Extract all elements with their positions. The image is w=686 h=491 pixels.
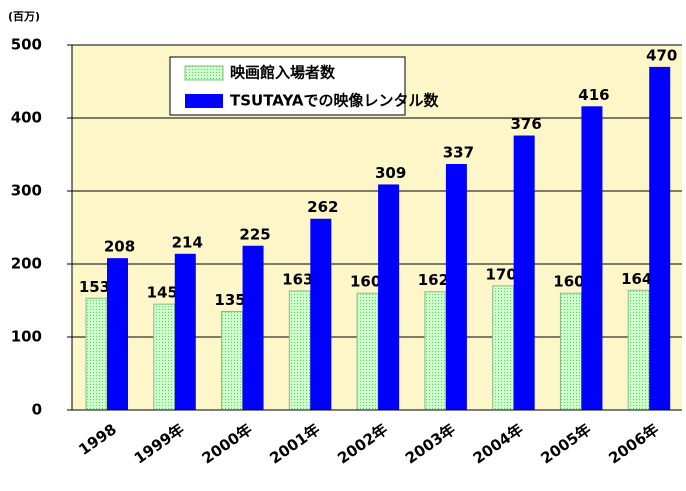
bar xyxy=(310,218,332,410)
data-label: 160 xyxy=(350,273,381,291)
y-tick-label: 0 xyxy=(32,401,42,419)
data-label: 376 xyxy=(511,115,542,133)
data-label: 337 xyxy=(443,143,474,161)
data-label: 145 xyxy=(147,284,178,302)
bar xyxy=(627,289,650,411)
data-label: 208 xyxy=(104,238,135,256)
bar xyxy=(378,184,400,410)
data-label: 470 xyxy=(646,46,677,64)
bar xyxy=(85,297,108,411)
data-label: 160 xyxy=(553,273,584,291)
y-tick-label: 100 xyxy=(11,328,42,346)
legend-swatch xyxy=(185,94,223,108)
bar xyxy=(513,135,535,410)
y-tick-label: 400 xyxy=(11,109,42,127)
bar xyxy=(174,253,196,410)
x-tick-label: 2000年 xyxy=(199,420,256,467)
bar xyxy=(649,66,671,411)
data-label: 214 xyxy=(172,233,203,251)
data-label: 163 xyxy=(282,271,313,289)
data-label: 225 xyxy=(239,225,270,243)
data-label: 164 xyxy=(621,270,652,288)
bar xyxy=(492,285,515,411)
data-label: 153 xyxy=(79,278,110,296)
bar xyxy=(356,292,379,411)
x-tick-label: 1998 xyxy=(75,420,120,459)
bar xyxy=(288,290,311,411)
bar xyxy=(559,292,582,411)
x-tick-label: 2004年 xyxy=(470,420,527,467)
data-label: 416 xyxy=(578,86,609,104)
legend-label: TSUTAYAでの映像レンタル数 xyxy=(230,92,439,110)
bar xyxy=(242,245,264,410)
legend-label: 映画館入場者数 xyxy=(230,64,336,82)
x-tick-label: 2006年 xyxy=(605,420,662,467)
y-tick-label: 200 xyxy=(11,255,42,273)
bar xyxy=(581,106,603,410)
y-tick-label: 300 xyxy=(11,182,42,200)
data-label: 262 xyxy=(307,198,338,216)
x-tick-label: 2003年 xyxy=(402,420,459,467)
unit-label: (百万) xyxy=(8,10,40,23)
bar xyxy=(424,291,447,411)
x-tick-label: 2005年 xyxy=(538,420,595,467)
data-label: 309 xyxy=(375,164,406,182)
bar xyxy=(153,303,176,411)
x-tick-label: 1999年 xyxy=(131,420,188,467)
bar xyxy=(221,310,244,411)
data-label: 162 xyxy=(418,271,449,289)
x-tick-label: 2001年 xyxy=(266,420,323,467)
y-tick-label: 500 xyxy=(11,36,42,54)
data-label: 170 xyxy=(486,265,517,283)
data-label: 135 xyxy=(214,291,245,309)
bar xyxy=(107,258,128,410)
bar xyxy=(445,163,467,410)
x-tick-label: 2002年 xyxy=(334,420,391,467)
legend-swatch xyxy=(184,65,224,81)
